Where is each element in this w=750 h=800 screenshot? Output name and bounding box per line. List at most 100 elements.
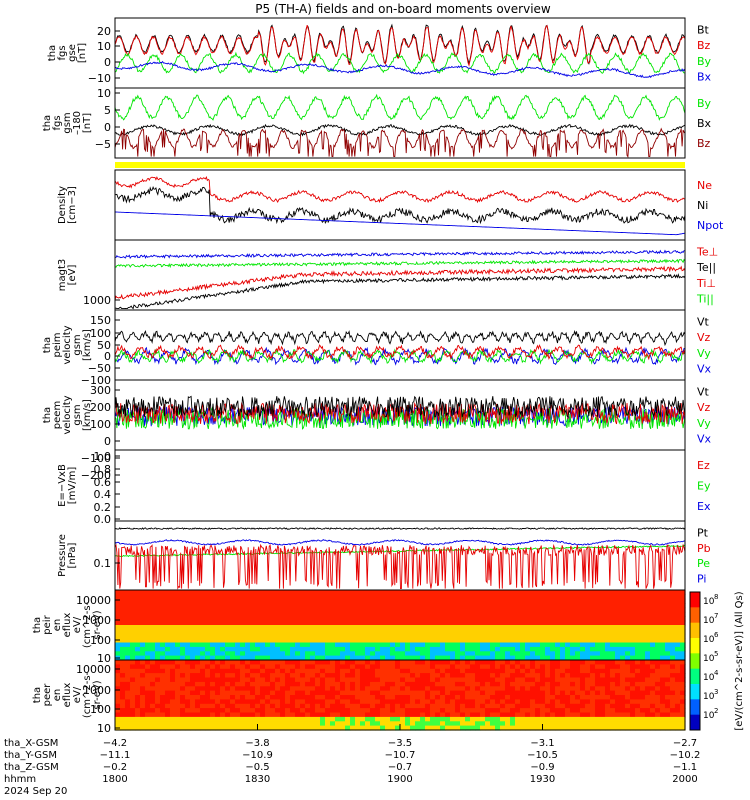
spectrogram-cell: [545, 646, 551, 652]
spectrogram-cell: [550, 625, 556, 630]
spectrogram-cell: [335, 660, 341, 665]
spectrogram-cell: [180, 725, 186, 731]
spectrogram-cell: [355, 660, 361, 665]
spectrogram-cell: [165, 721, 171, 727]
spectrogram-cell: [145, 677, 151, 683]
spectrogram-cell: [455, 590, 461, 595]
spectrogram-cell: [265, 590, 271, 595]
spectrogram-cell: [300, 686, 306, 692]
spectrogram-cell: [230, 590, 236, 595]
spectrogram-cell: [480, 616, 486, 622]
spectrogram-cell: [155, 594, 161, 600]
spectrogram-cell: [640, 716, 646, 722]
spectrogram-cell: [415, 690, 421, 696]
spectrogram-cell: [310, 716, 316, 722]
spectrogram-cell: [645, 625, 651, 630]
spectrogram-cell: [610, 646, 616, 652]
spectrogram-cell: [215, 690, 221, 696]
spectrogram-cell: [265, 655, 271, 661]
spectrogram-cell: [115, 590, 121, 595]
spectrogram-cell: [555, 673, 561, 679]
peem_velocity-ylabel: peem: [52, 401, 63, 429]
spectrogram-cell: [440, 625, 446, 630]
spectrogram-cell: [350, 690, 356, 696]
spectrogram-cell: [600, 660, 606, 665]
spectrogram-cell: [630, 673, 636, 679]
spectrogram-cell: [325, 686, 331, 692]
spectrogram-cell: [280, 651, 286, 657]
spectrogram-cell: [195, 625, 201, 630]
spectrogram-cell: [285, 660, 291, 665]
spectrogram-cell: [680, 664, 686, 670]
spectrogram-cell: [120, 695, 126, 700]
spectrogram-cell: [355, 655, 361, 661]
spectrogram-cell: [490, 655, 496, 661]
spectrogram-cell: [240, 607, 246, 613]
spectrogram-cell: [195, 607, 201, 613]
spectrogram-cell: [240, 703, 246, 709]
spectrogram-cell: [250, 611, 256, 617]
spectrogram-cell: [280, 625, 286, 630]
spectrogram-cell: [640, 703, 646, 709]
peer_eflux-ytick-label: 1000: [83, 684, 111, 697]
spectrogram-cell: [285, 664, 291, 670]
spectrogram-cell: [275, 651, 281, 657]
spectrogram-cell: [220, 603, 226, 609]
spectrogram-cell: [565, 716, 571, 722]
peim_velocity-ytick-label: 150: [90, 314, 111, 327]
spectrogram-cell: [230, 690, 236, 696]
spectrogram-cell: [625, 651, 631, 657]
spectrogram-cell: [315, 607, 321, 613]
spectrogram-cell: [115, 721, 121, 727]
spectrogram-cell: [505, 681, 511, 687]
peem_velocity-ytick-label: 100: [90, 418, 111, 431]
spectrogram-cell: [180, 638, 186, 644]
spectrogram-cell: [310, 681, 316, 687]
spectrogram-cell: [600, 603, 606, 609]
spectrogram-cell: [540, 690, 546, 696]
spectrogram-cell: [510, 633, 516, 639]
spectrogram-cell: [210, 638, 216, 644]
spectrogram-cell: [505, 690, 511, 696]
fgs_gsm-series-2: [114, 127, 686, 158]
spectrogram-cell: [540, 655, 546, 661]
spectrogram-cell: [225, 590, 231, 595]
spectrogram-cell: [665, 681, 671, 687]
spectrogram-cell: [600, 668, 606, 674]
spectrogram-cell: [265, 699, 271, 705]
spectrogram-cell: [610, 625, 616, 630]
spectrogram-cell: [190, 616, 196, 622]
spectrogram-cell: [505, 668, 511, 674]
spectrogram-cell: [315, 642, 321, 648]
spectrogram-cell: [250, 695, 256, 700]
peem_velocity-ylabel: gsm: [72, 404, 83, 425]
axis-tick-label: −2.7: [673, 738, 697, 749]
spectrogram-cell: [320, 695, 326, 700]
spectrogram-cell: [645, 721, 651, 727]
spectrogram-cell: [200, 660, 206, 665]
spectrogram-cell: [350, 708, 356, 714]
spectrogram-cell: [660, 716, 666, 722]
spectrogram-cell: [430, 638, 436, 644]
spectrogram-cell: [260, 625, 266, 630]
spectrogram-cell: [190, 629, 196, 635]
spectrogram-cell: [675, 660, 681, 665]
spectrogram-cell: [545, 725, 551, 731]
spectrogram-cell: [520, 703, 526, 709]
spectrogram-cell: [230, 607, 236, 613]
spectrogram-cell: [445, 695, 451, 700]
spectrogram-cell: [175, 620, 181, 626]
spectrogram-cell: [460, 673, 466, 679]
spectrogram-cell: [615, 651, 621, 657]
spectrogram-cell: [615, 629, 621, 635]
spectrogram-cell: [175, 642, 181, 648]
spectrogram-cell: [380, 651, 386, 657]
spectrogram-cell: [575, 695, 581, 700]
spectrogram-cell: [335, 716, 341, 722]
spectrogram-cell: [315, 725, 321, 731]
spectrogram-cell: [625, 699, 631, 705]
spectrogram-cell: [640, 642, 646, 648]
spectrogram-cell: [460, 690, 466, 696]
spectrogram-cell: [660, 594, 666, 600]
spectrogram-cell: [660, 660, 666, 665]
